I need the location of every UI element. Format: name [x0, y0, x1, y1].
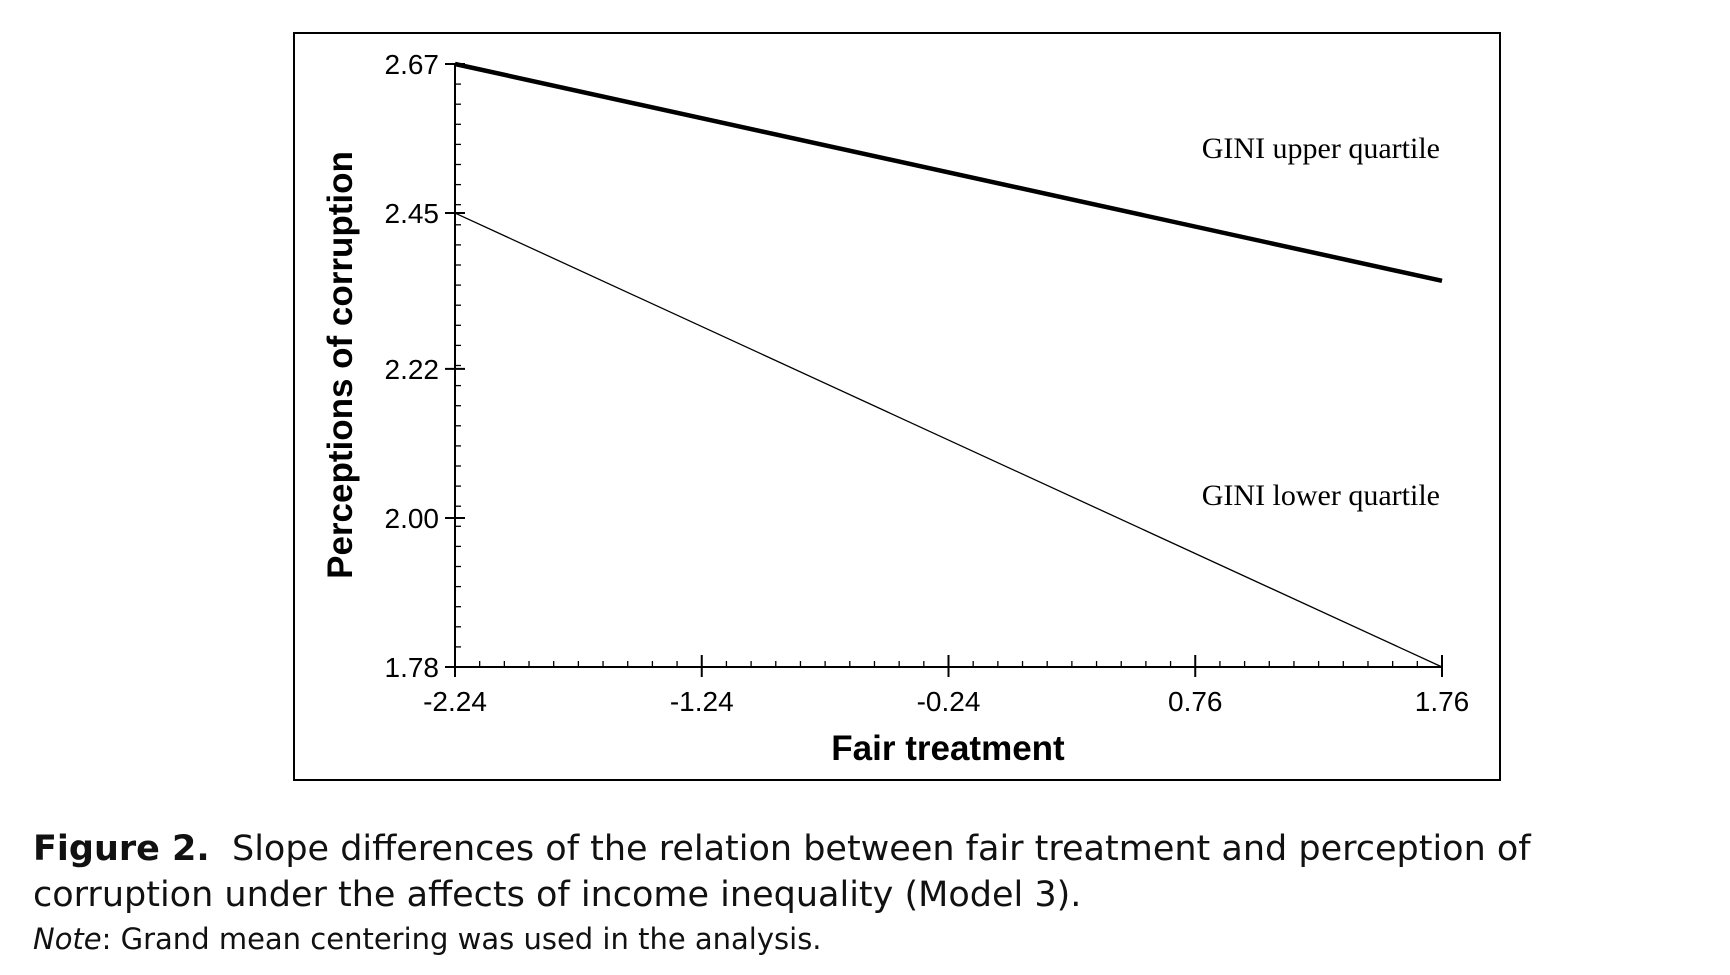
x-tick-label: -2.24 [423, 686, 487, 717]
x-tick-label: 1.76 [1415, 686, 1470, 717]
x-tick-label: 0.76 [1168, 686, 1223, 717]
caption-text: Slope differences of the relation betwee… [33, 829, 1531, 915]
y-tick-label: 2.67 [385, 49, 440, 80]
caption-label: Figure 2. [33, 829, 210, 869]
y-tick-label: 2.00 [385, 503, 440, 534]
series-lines [454, 61, 1443, 668]
series-label-gini-lower-quartile: GINI lower quartile [1202, 479, 1440, 512]
x-axis-ticks: -2.24 -1.24 -0.24 0.76 1.76 [423, 655, 1469, 717]
series-labels: GINI upper quartile GINI lower quartile [1202, 132, 1440, 512]
y-tick-label: 2.22 [385, 354, 440, 385]
y-tick-label: 1.78 [385, 652, 440, 683]
note-text: : Grand mean centering was used in the a… [101, 922, 822, 956]
y-axis-ticks: 2.67 2.45 2.22 2.00 1.78 [385, 49, 465, 683]
figure-caption: Figure 2. Slope differences of the relat… [33, 826, 1713, 918]
line-chart: 2.67 2.45 2.22 2.00 1.78 -2.24 -1.24 -0.24 0.76… [293, 32, 1501, 781]
series-label-gini-upper-quartile: GINI upper quartile [1202, 132, 1440, 165]
y-axis-label: Perceptions of corruption [321, 151, 360, 579]
series-line-gini-upper-quartile [454, 61, 1443, 284]
minor-ticks [455, 83, 1418, 667]
x-tick-label: -1.24 [670, 686, 734, 717]
figure-note: Note: Grand mean centering was used in t… [33, 922, 822, 956]
series-line-gini-lower-quartile [454, 212, 1443, 668]
x-tick-label: -0.24 [917, 686, 981, 717]
chart-container: 2.67 2.45 2.22 2.00 1.78 -2.24 -1.24 -0.24 0.76… [293, 32, 1501, 781]
note-label: Note [33, 922, 102, 956]
y-tick-label: 2.45 [385, 198, 440, 229]
chart-frame [293, 32, 1501, 781]
x-axis-label: Fair treatment [831, 729, 1065, 768]
